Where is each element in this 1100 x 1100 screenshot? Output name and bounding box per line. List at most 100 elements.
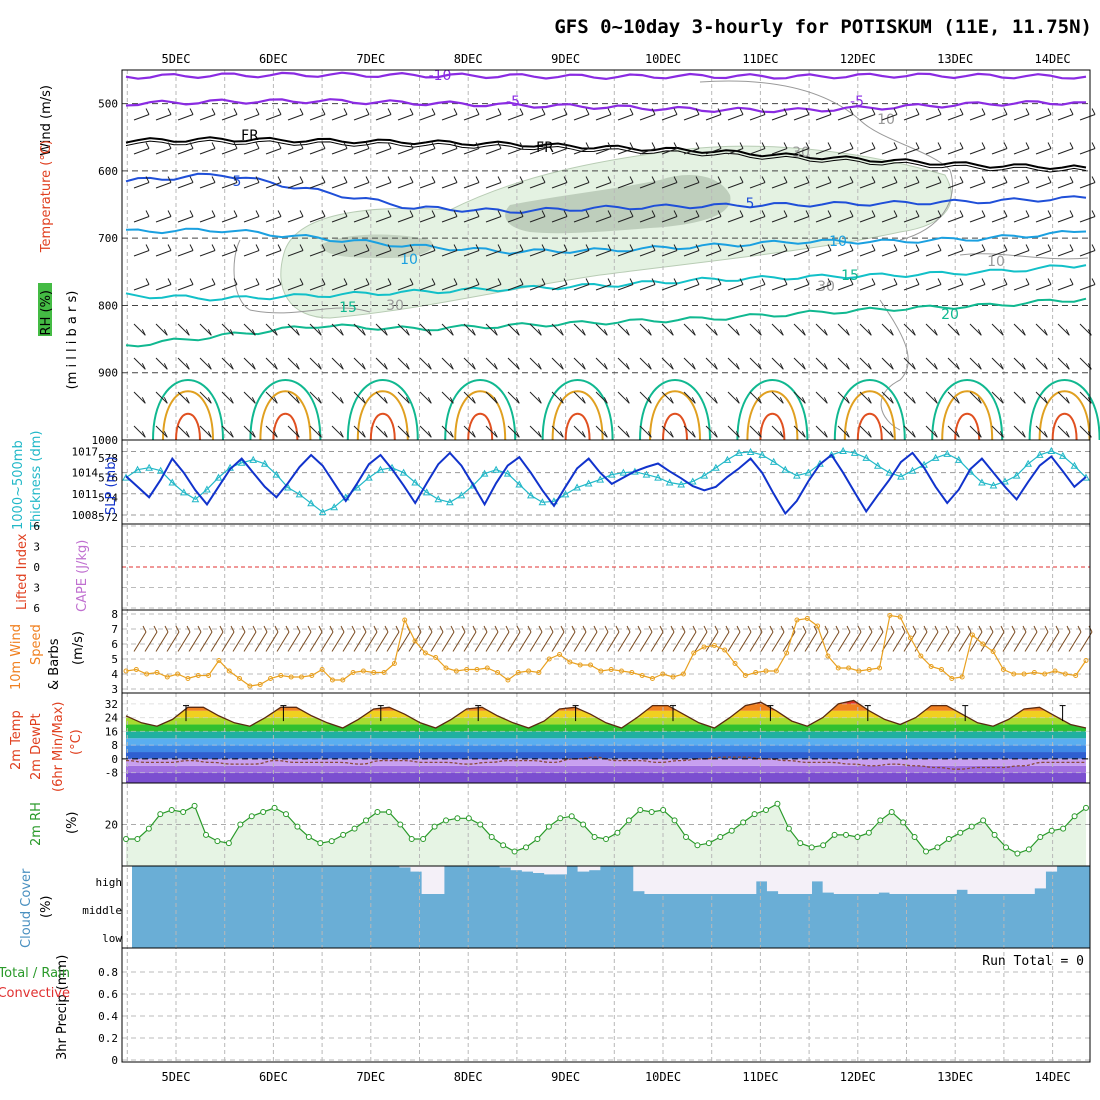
wind-barb	[793, 148, 810, 155]
wind-barb	[573, 216, 590, 223]
wind-barb	[947, 357, 960, 370]
wind-barb	[793, 357, 806, 370]
temp-tick: 24	[105, 712, 119, 725]
wind10m-point	[484, 665, 490, 671]
wind-barb-10m-flag	[197, 625, 202, 633]
wind-barb-10m-flag	[670, 625, 675, 633]
rh2m-point	[683, 833, 689, 840]
wind-barb	[661, 250, 678, 257]
wind-barb-10m	[485, 631, 499, 652]
wind-barb-flag	[145, 108, 150, 115]
wind-barb	[199, 357, 212, 370]
wind-barb	[859, 391, 872, 404]
wind-barb-flag	[783, 244, 788, 251]
wind-barb-flag	[229, 397, 234, 404]
wind-barb-10m-flag	[703, 625, 708, 633]
wind-barb	[177, 250, 194, 257]
wind-barb	[639, 284, 656, 291]
rh-shading	[280, 145, 952, 319]
y-axis-label: Temperature (°C)	[39, 140, 54, 253]
wind-barb-flag	[515, 329, 520, 336]
wind-barb-flag	[277, 278, 282, 285]
wind10m-point	[1073, 673, 1079, 678]
wind-barb	[771, 250, 788, 257]
wind-barb-10m-flag	[648, 625, 653, 633]
wind-barb	[1035, 216, 1052, 223]
wind-barb	[155, 391, 168, 404]
wind-barb	[903, 323, 916, 336]
wind-barb	[265, 425, 278, 438]
wind-barb-flag	[515, 363, 520, 370]
wind-barb	[925, 182, 942, 189]
y-axis-label: SLP (mb)	[104, 456, 119, 515]
wind-barb-10m-flag	[626, 625, 631, 633]
bl-contour-red	[856, 412, 883, 441]
wind-barb-flag	[783, 108, 788, 115]
wind-barb	[265, 114, 282, 121]
cloud-high-bar	[577, 866, 590, 872]
wind-barb	[353, 284, 370, 291]
wind-barb-flag	[629, 142, 634, 149]
wind-barb	[551, 114, 568, 121]
cloud-high-bar	[499, 866, 512, 868]
wind-tick: 7	[111, 623, 118, 636]
wind-barb-10m-flag	[857, 625, 862, 633]
cloud-high-bar	[889, 866, 902, 894]
wind-barb-flag	[493, 431, 498, 438]
wind-barb-10m	[848, 631, 862, 652]
wind-barb-10m	[353, 631, 367, 652]
rh-contour	[959, 253, 1089, 260]
temp-contour-5	[125, 172, 1087, 214]
wind-barb	[903, 391, 916, 404]
wind-barb-flag	[603, 329, 608, 336]
bl-contour-orange	[746, 390, 799, 441]
wind-barb-flag	[805, 176, 810, 183]
wind-barb	[177, 148, 194, 155]
wind-barb	[221, 391, 234, 404]
wind-barb-flag	[365, 176, 370, 183]
rh2m-point	[168, 806, 175, 813]
wind-barb	[947, 425, 960, 438]
rh2m-point	[191, 802, 198, 809]
wind-barb-10m-flag	[461, 625, 466, 633]
wind-barb-flag	[937, 244, 942, 251]
wind-barb	[749, 425, 762, 438]
wind-barb	[375, 284, 392, 291]
wind-barb	[1035, 114, 1052, 121]
wind-barb	[551, 182, 568, 189]
wind-barb-flag	[1091, 142, 1096, 149]
wind-barb-flag	[295, 397, 300, 404]
wind-barb	[221, 182, 238, 189]
wind-barb-flag	[251, 431, 256, 438]
y-axis-label: (%)	[65, 812, 80, 835]
date-label-bottom: 10DEC	[645, 1070, 681, 1084]
wind-barb	[1035, 148, 1052, 155]
wind-barb-flag	[1003, 244, 1008, 251]
wind-barb-flag	[867, 363, 872, 370]
thickness-point	[168, 478, 177, 486]
wind-barb-flag	[889, 329, 894, 336]
wind-barb	[485, 148, 502, 155]
thickness-point	[550, 497, 558, 505]
wind-barb-flag	[695, 176, 700, 183]
wind-barb-flag	[999, 363, 1004, 370]
wind-barb-flag	[515, 431, 520, 438]
wind-barb-flag	[1047, 142, 1052, 149]
wind-barb	[573, 357, 586, 370]
pressure-tick: 500	[98, 98, 118, 111]
thickness-point	[677, 480, 686, 488]
wind-barb	[155, 148, 172, 155]
wind-barb	[1079, 148, 1096, 155]
thickness-point	[1001, 477, 1009, 485]
wind-barb-flag	[493, 397, 498, 404]
thickness-point	[804, 468, 813, 476]
wind-barb-flag	[167, 176, 172, 183]
wind-barb-flag	[563, 108, 568, 115]
wind-barb	[221, 425, 234, 438]
wind-barb	[507, 114, 524, 121]
rh2m-point	[420, 836, 427, 843]
temp-contour-20	[125, 297, 1087, 348]
wind10m-point	[629, 670, 635, 675]
wind-barb-flag	[915, 210, 920, 217]
wind-barb	[991, 284, 1008, 291]
